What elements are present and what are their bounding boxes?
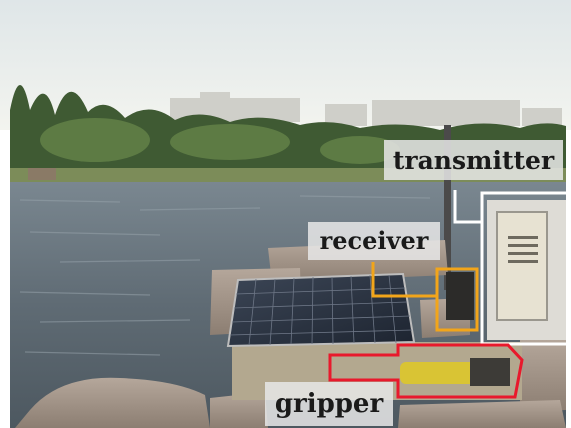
receiver-device xyxy=(446,272,474,320)
gripper-label: gripper xyxy=(265,382,393,426)
solar-panel xyxy=(226,272,416,348)
receiver-label: receiver xyxy=(308,222,440,260)
transmitter-enclosure xyxy=(487,200,566,340)
transmitter-label: transmitter xyxy=(384,140,563,180)
tree-highlights xyxy=(40,118,400,164)
receiver-leader-line xyxy=(371,262,437,298)
antenna-mast xyxy=(444,125,451,290)
gripper-motor xyxy=(470,358,510,386)
gripper-highlight-outline xyxy=(328,343,524,399)
transmitter-leader-line xyxy=(453,190,482,224)
transmitter-highlight-box xyxy=(480,191,570,346)
boathouse xyxy=(28,168,56,180)
yellow-gripper-cylinder xyxy=(400,362,490,384)
background-buildings xyxy=(170,92,562,126)
receiver-highlight-box xyxy=(435,267,479,332)
water-ripples xyxy=(19,195,431,356)
